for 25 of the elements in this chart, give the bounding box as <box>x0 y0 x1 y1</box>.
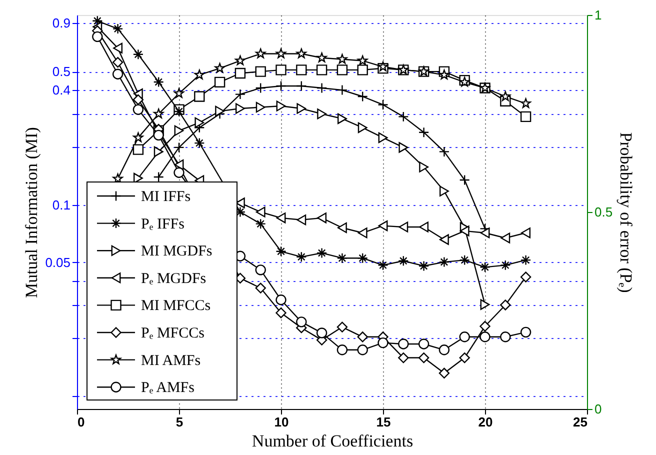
legend-label: Pₑ MGDFs <box>141 270 206 287</box>
y2-tick-label: 0 <box>594 402 602 416</box>
x-tick-label: 10 <box>274 414 289 430</box>
y-axis-title: Mutual Information (MI) <box>22 127 42 298</box>
y-tick-label: 0.4 <box>52 82 70 98</box>
y-tick-label: 0.9 <box>52 15 70 30</box>
x-tick-label: 15 <box>376 414 391 430</box>
legend-label: MI MGDFs <box>141 244 212 260</box>
legend-label: Pₑ AMFs <box>141 380 195 396</box>
y-tick-label: 0.05 <box>45 254 70 270</box>
x-tick-label: 20 <box>478 414 493 430</box>
x-axis-title: Number of Coefficients <box>252 432 414 450</box>
legend-label: Pₑ MFCCs <box>141 326 205 342</box>
x-tick-label: 0 <box>78 414 85 430</box>
legend-label: MI IFFs <box>141 189 191 205</box>
legend-label: MI MFCCs <box>141 298 211 314</box>
legend-label: MI AMFs <box>141 352 201 369</box>
y-tick-label: 0.5 <box>52 64 70 80</box>
y2-tick-label: 1 <box>594 8 602 22</box>
y-tick-label: 0.1 <box>52 197 70 212</box>
y2-axis-title: Probability of error (Pₑ) <box>616 132 636 293</box>
y2-tick-label: 0.5 <box>594 204 613 220</box>
x-tick-label: 25 <box>573 414 588 430</box>
legend-label: Pₑ IFFs <box>141 216 185 232</box>
x-tick-label: 5 <box>176 414 184 430</box>
